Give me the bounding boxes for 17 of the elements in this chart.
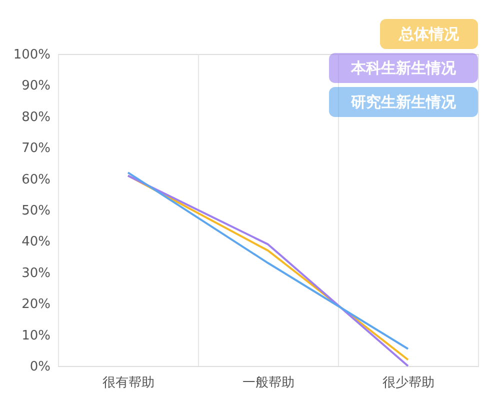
x-tick-label: 很有帮助 xyxy=(102,376,154,390)
y-tick-label: 60% xyxy=(22,172,50,188)
y-tick-label: 50% xyxy=(22,204,50,218)
y-tick-label: 20% xyxy=(22,297,50,312)
y-tick-label: 70% xyxy=(22,141,50,156)
y-tick-label: 10% xyxy=(22,328,50,344)
y-tick-label: 80% xyxy=(22,110,50,125)
y-tick-label: 30% xyxy=(22,266,50,281)
y-tick-label: 90% xyxy=(22,78,50,94)
y-tick-label: 0% xyxy=(30,360,50,374)
y-tick-label: 40% xyxy=(22,234,50,250)
y-tick-label: 100% xyxy=(13,48,50,62)
text: 总体情况 xyxy=(398,25,460,43)
text: 研究生新生情况 xyxy=(350,93,457,111)
x-tick-label: 很少帮助 xyxy=(382,376,434,390)
text: 本科生新生情况 xyxy=(350,59,457,77)
x-tick-label: 一般帮助 xyxy=(242,376,294,390)
